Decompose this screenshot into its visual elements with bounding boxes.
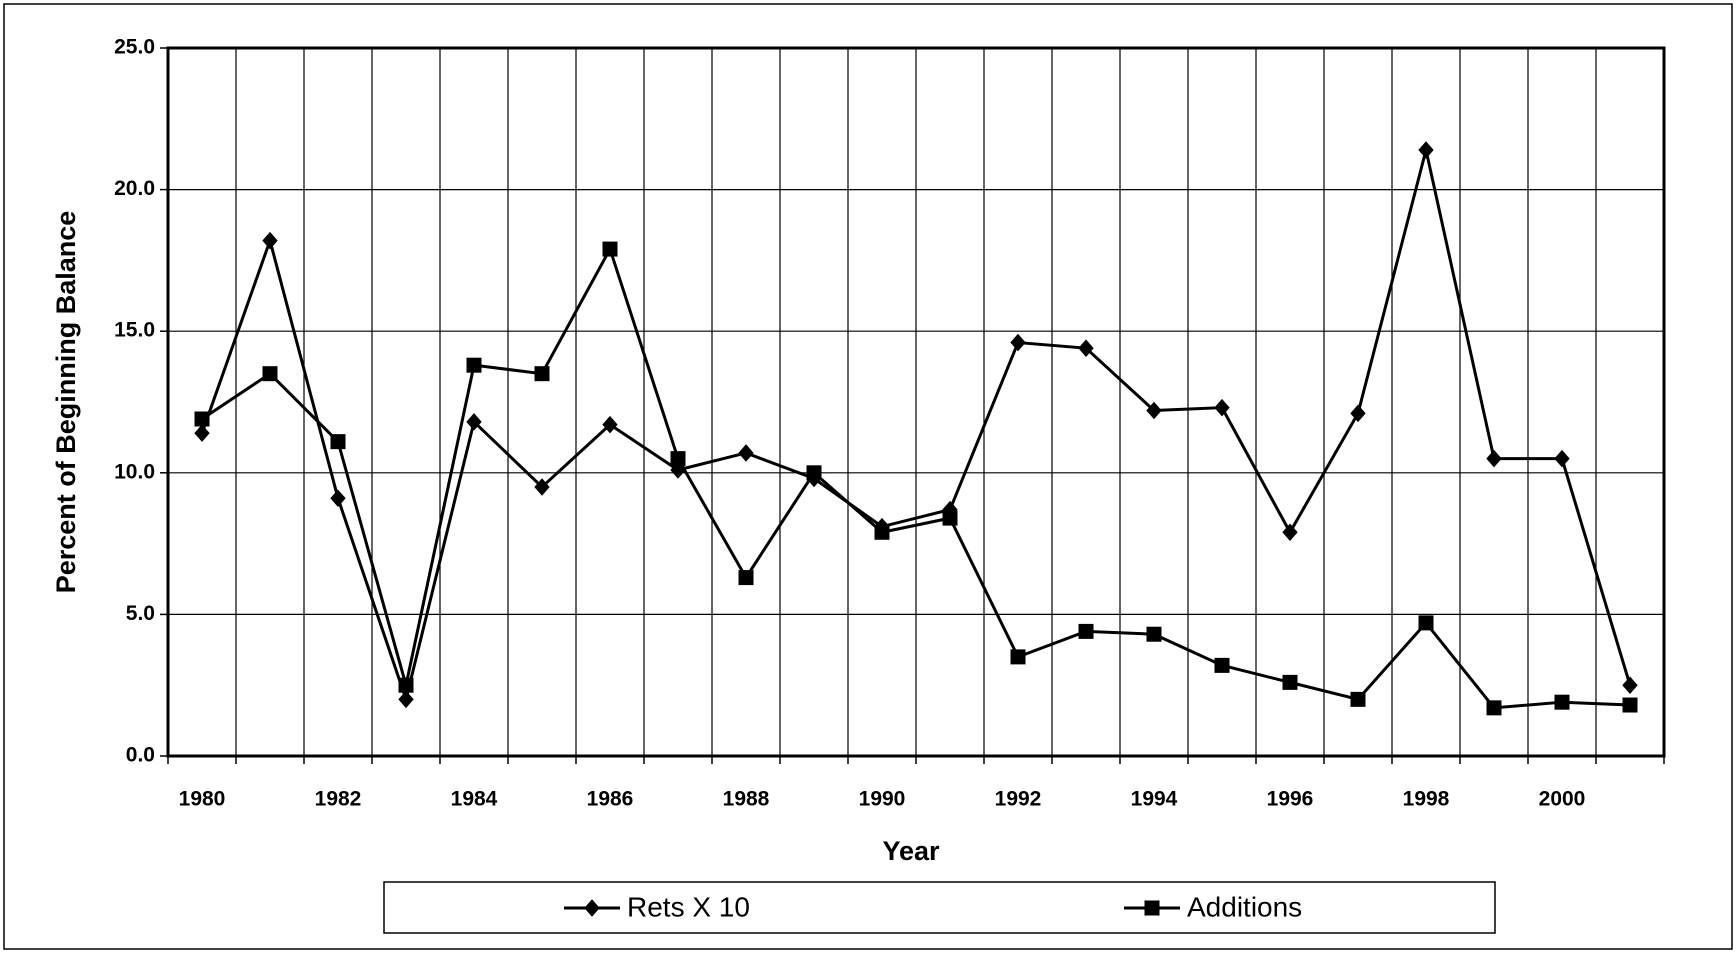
x-tick-label: 1988 <box>723 788 770 811</box>
marker <box>1350 691 1366 707</box>
marker <box>1010 333 1026 352</box>
marker <box>584 899 600 917</box>
y-tick-label: 20.0 <box>114 177 155 200</box>
marker <box>330 434 346 450</box>
marker <box>1554 694 1570 710</box>
x-tick-label: 2000 <box>1539 788 1586 811</box>
marker <box>602 415 618 434</box>
marker <box>942 510 958 526</box>
marker <box>466 413 482 431</box>
y-tick-label: 0.0 <box>126 744 155 767</box>
marker <box>874 524 890 540</box>
marker <box>1144 900 1160 916</box>
marker <box>1078 339 1094 357</box>
y-tick-label: 15.0 <box>114 319 155 342</box>
x-tick-label: 1990 <box>859 788 906 811</box>
y-tick-label: 25.0 <box>114 36 155 59</box>
legend <box>383 881 1496 934</box>
marker <box>670 451 686 467</box>
x-tick-label: 1996 <box>1267 788 1314 811</box>
marker <box>738 570 754 586</box>
series-line <box>200 149 1632 705</box>
marker <box>1078 623 1094 639</box>
x-tick-label: 1994 <box>1131 788 1178 811</box>
marker <box>330 489 346 508</box>
marker <box>1418 141 1434 159</box>
plot-border <box>166 46 1666 758</box>
marker <box>806 465 822 481</box>
marker <box>1418 615 1434 631</box>
marker <box>1146 626 1162 642</box>
marker <box>1622 697 1638 713</box>
y-axis-label: Percent of Beginning Balance <box>51 211 81 594</box>
marker <box>1282 674 1298 690</box>
marker <box>1622 676 1638 694</box>
y-tick-label: 5.0 <box>126 602 155 625</box>
marker <box>1146 401 1162 420</box>
marker <box>1282 523 1298 542</box>
x-tick-label: 1986 <box>587 788 634 811</box>
marker <box>1486 449 1502 468</box>
marker <box>1010 649 1026 665</box>
x-tick-label: 1982 <box>315 788 362 811</box>
y-tick-label: 10.0 <box>114 460 155 483</box>
marker <box>398 677 414 693</box>
marker <box>1554 449 1570 468</box>
marker <box>738 444 754 462</box>
marker <box>466 357 482 373</box>
marker <box>262 231 278 250</box>
marker <box>398 690 414 709</box>
x-axis-label: Year <box>882 836 940 866</box>
marker <box>194 424 210 442</box>
marker <box>534 366 550 382</box>
marker <box>602 241 618 257</box>
marker <box>534 478 550 496</box>
x-tick-label: 1984 <box>451 788 498 811</box>
marker <box>1214 657 1230 673</box>
marker <box>1350 404 1366 423</box>
marker <box>1214 398 1230 417</box>
marker <box>1486 700 1502 716</box>
marker <box>262 366 278 382</box>
x-tick-label: 1980 <box>179 788 226 811</box>
legend-label: Additions <box>1187 891 1302 922</box>
marker <box>194 411 210 427</box>
series-line <box>201 245 1631 710</box>
legend-label: Rets X 10 <box>627 891 750 922</box>
x-tick-label: 1992 <box>995 788 1042 811</box>
frame <box>3 3 1733 950</box>
x-tick-label: 1998 <box>1403 788 1450 811</box>
